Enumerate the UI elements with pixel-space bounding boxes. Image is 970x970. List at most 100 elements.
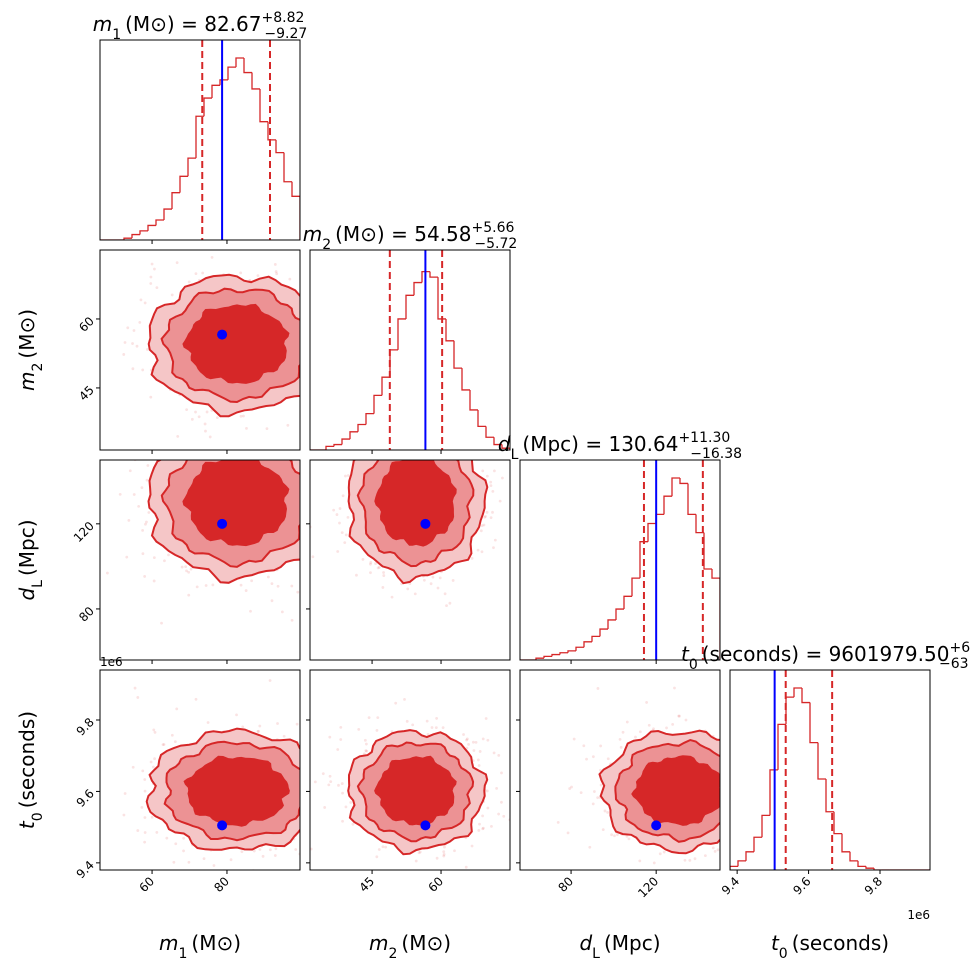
- sample-point: [480, 550, 484, 554]
- sample-point: [683, 858, 687, 862]
- sample-point: [190, 417, 194, 421]
- sample-point: [182, 849, 185, 853]
- sample-point: [658, 852, 662, 856]
- sample-point: [464, 399, 467, 402]
- sample-point: [465, 746, 469, 750]
- sample-point: [334, 526, 337, 529]
- histogram-bin: [663, 495, 672, 515]
- sample-point: [315, 426, 318, 429]
- unit: (seconds): [702, 642, 799, 666]
- sample-point: [178, 447, 181, 450]
- sample-point: [233, 420, 236, 423]
- sample-point: [720, 735, 723, 738]
- sample-point: [302, 479, 305, 482]
- sample-point: [197, 413, 200, 416]
- sample-point: [194, 272, 198, 276]
- sample-point: [369, 562, 372, 566]
- sample-point: [279, 874, 282, 877]
- sample-point: [688, 858, 692, 862]
- sample-point: [126, 326, 130, 330]
- sample-point: [615, 833, 619, 837]
- sample-point: [416, 437, 419, 440]
- sample-point: [484, 514, 487, 518]
- sample-point: [131, 765, 135, 769]
- sample-point: [443, 592, 447, 596]
- histogram-bin: [235, 57, 244, 68]
- sample-point: [746, 789, 749, 792]
- sample-point: [137, 504, 141, 508]
- sample-point: [315, 407, 318, 410]
- plot-area: [100, 40, 300, 240]
- sample-point: [613, 874, 616, 877]
- sample-point: [316, 827, 319, 830]
- histogram-bin: [461, 368, 470, 391]
- sample-point: [438, 576, 442, 580]
- sample-point: [203, 422, 207, 426]
- sample-point: [197, 457, 200, 460]
- title-plus: +5.66: [471, 220, 514, 236]
- sample-point: [202, 857, 206, 861]
- sample-point: [175, 707, 179, 711]
- sample-point: [603, 809, 607, 813]
- sample-point: [485, 510, 489, 514]
- y-offset-text: 1e6: [100, 655, 123, 669]
- x-axis-label: m1 (M⊙): [159, 931, 241, 962]
- sample-point: [275, 272, 279, 276]
- sample-point: [261, 414, 264, 417]
- sample-point: [106, 571, 109, 575]
- sample-point: [711, 846, 715, 850]
- x-tick-label: 80: [555, 874, 576, 895]
- sample-point: [282, 734, 286, 738]
- sample-point: [284, 439, 287, 442]
- sample-point: [491, 510, 494, 514]
- sample-point: [369, 561, 373, 564]
- sample-point: [733, 790, 736, 793]
- sample-point: [288, 452, 291, 455]
- sample-point: [585, 757, 588, 761]
- density-panel-0-1: 45 60: [76, 249, 318, 454]
- sample-point: [190, 444, 193, 447]
- symbol: d: [579, 931, 592, 955]
- sample-point: [172, 860, 176, 864]
- sample-point: [399, 444, 402, 447]
- sample-point: [194, 410, 197, 414]
- histogram-bin: [219, 79, 228, 86]
- sample-point: [143, 575, 147, 578]
- sample-point: [189, 438, 192, 441]
- sample-point: [317, 495, 320, 498]
- sample-point: [245, 426, 248, 430]
- sample-point: [303, 751, 306, 754]
- sample-point: [510, 746, 513, 749]
- sample-point: [257, 729, 260, 733]
- sample-point: [136, 829, 140, 832]
- sample-point: [150, 262, 154, 266]
- truth-point: [651, 820, 662, 831]
- histogram-bin: [259, 88, 268, 123]
- plot-area: [106, 413, 337, 625]
- sample-point: [755, 824, 758, 827]
- sample-point: [380, 432, 383, 435]
- sample-point: [745, 792, 748, 795]
- sample-point: [359, 829, 362, 832]
- sample-point: [582, 744, 586, 748]
- histogram-bin: [647, 522, 656, 542]
- sample-point: [753, 863, 756, 866]
- histogram-bin: [429, 271, 438, 278]
- histogram-bin: [291, 181, 300, 197]
- sample-point: [377, 566, 381, 569]
- histogram-bin: [155, 219, 164, 226]
- sample-point: [263, 454, 266, 457]
- sample-point: [211, 583, 215, 587]
- sample-point: [420, 408, 423, 411]
- histogram-bin: [865, 866, 874, 869]
- sample-point: [410, 444, 413, 447]
- sample-point: [442, 853, 446, 856]
- sample-point: [244, 589, 248, 592]
- sample-point: [476, 758, 480, 762]
- sample-point: [317, 732, 320, 735]
- truth-point: [420, 820, 431, 831]
- sample-point: [316, 855, 319, 858]
- sample-point: [210, 255, 214, 259]
- sample-point: [481, 827, 485, 831]
- sample-point: [250, 579, 254, 583]
